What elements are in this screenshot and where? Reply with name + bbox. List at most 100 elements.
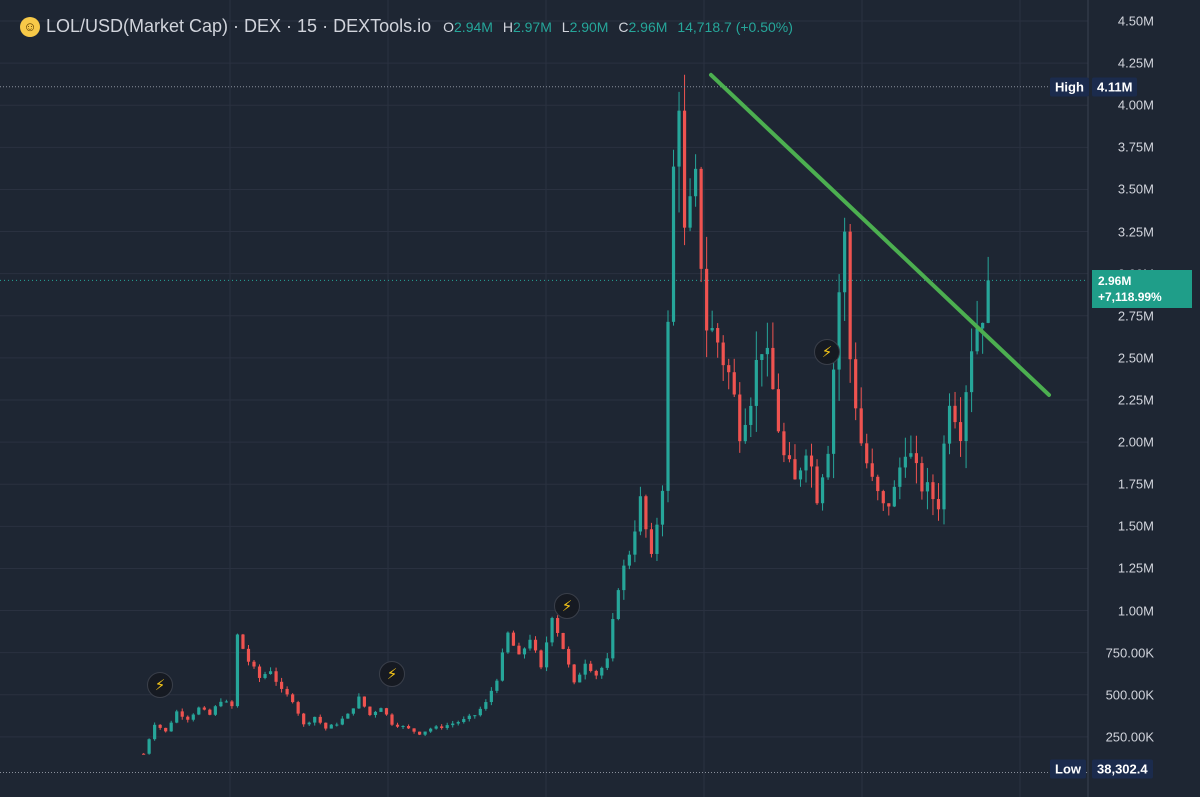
candle-body bbox=[660, 490, 665, 525]
candle-body bbox=[798, 470, 803, 480]
candle-body bbox=[578, 674, 582, 683]
candle-body bbox=[451, 723, 455, 726]
candle-body bbox=[495, 680, 499, 691]
candle-body bbox=[787, 455, 792, 460]
y-tick-label: 4.25M bbox=[1117, 55, 1154, 71]
candle-body bbox=[876, 476, 880, 492]
candle-body bbox=[313, 716, 317, 723]
candle-body bbox=[506, 632, 510, 653]
candle-body bbox=[318, 716, 322, 723]
candle-body bbox=[820, 477, 825, 504]
low-marker-value: 38,302.4 bbox=[1092, 759, 1153, 779]
candle-body bbox=[716, 328, 720, 343]
candle-body bbox=[622, 565, 626, 591]
candle-body bbox=[627, 554, 631, 566]
candle-body bbox=[158, 724, 162, 728]
candle-body bbox=[335, 724, 339, 726]
high-marker-value: 4.11M bbox=[1092, 77, 1138, 97]
candle-body bbox=[224, 701, 228, 703]
lightning-icon[interactable]: ⚡ bbox=[379, 661, 405, 687]
candle-body bbox=[782, 431, 786, 456]
candle-body bbox=[291, 694, 295, 703]
high-marker-label: High bbox=[1050, 77, 1089, 97]
candle-body bbox=[395, 724, 400, 727]
candle-body bbox=[500, 652, 504, 681]
ohlc-values: O2.94M H2.97M L2.90M C2.96M 14,718.7 (+0… bbox=[443, 19, 799, 35]
candle-body bbox=[633, 531, 637, 555]
candle-body bbox=[920, 463, 924, 492]
candle-body bbox=[285, 688, 289, 695]
candle-body bbox=[351, 708, 355, 714]
candle-body bbox=[776, 389, 780, 432]
candle-body bbox=[164, 727, 168, 732]
candle-body bbox=[694, 168, 698, 197]
candle-body bbox=[517, 645, 521, 655]
y-tick-label: 3.50M bbox=[1117, 181, 1154, 197]
lightning-icon[interactable]: ⚡ bbox=[554, 593, 580, 619]
y-tick-label: 1.25M bbox=[1117, 560, 1154, 576]
candle-body bbox=[302, 713, 306, 725]
candle-body bbox=[964, 392, 968, 442]
y-tick-label: 4.00M bbox=[1117, 97, 1154, 113]
candle-body bbox=[804, 455, 808, 471]
candle-body bbox=[329, 724, 333, 729]
candle-body bbox=[815, 466, 819, 504]
open-value: 2.94M bbox=[454, 18, 493, 35]
candle-body bbox=[418, 731, 422, 735]
chart-overlay bbox=[0, 72, 1088, 774]
candle-body bbox=[572, 664, 576, 683]
candle-body bbox=[561, 632, 565, 649]
current-price: 2.96M bbox=[1098, 274, 1132, 289]
high-value: 2.97M bbox=[512, 18, 552, 35]
candle-body bbox=[903, 456, 907, 468]
candle-body bbox=[462, 719, 466, 723]
candle-body bbox=[379, 708, 383, 712]
lightning-icon[interactable]: ⚡ bbox=[147, 672, 173, 698]
candle-body bbox=[169, 722, 173, 732]
candle-body bbox=[594, 670, 598, 676]
candle-body bbox=[362, 696, 366, 707]
candle-body bbox=[931, 482, 935, 500]
candle-body bbox=[947, 405, 952, 444]
candle-body bbox=[445, 725, 449, 728]
candle-body bbox=[467, 715, 471, 720]
current-price-tag: 2.96M +7,118.99% bbox=[1092, 270, 1192, 309]
candle-body bbox=[666, 321, 670, 491]
candle-body bbox=[429, 728, 433, 732]
candle-body bbox=[324, 722, 328, 729]
y-tick-label: 250.00K bbox=[1105, 729, 1154, 745]
candle-body bbox=[241, 634, 245, 649]
candle-body bbox=[230, 701, 234, 707]
candle-body bbox=[682, 110, 687, 228]
candle-body bbox=[809, 455, 814, 467]
candle-body bbox=[368, 706, 372, 716]
candle-body bbox=[268, 671, 273, 675]
low-key: L bbox=[561, 18, 570, 35]
candle-series bbox=[142, 74, 990, 755]
lightning-icon[interactable]: ⚡ bbox=[814, 339, 840, 365]
candle-body bbox=[749, 405, 753, 425]
candle-body bbox=[213, 706, 217, 715]
candle-body bbox=[832, 369, 836, 454]
candle-body bbox=[186, 716, 190, 720]
candle-body bbox=[296, 702, 300, 714]
candle-body bbox=[936, 499, 941, 510]
low-value: 2.90M bbox=[569, 18, 609, 35]
change-value: 14,718.7 (+0.50%) bbox=[677, 18, 793, 35]
candle-body bbox=[197, 707, 201, 715]
candle-body bbox=[870, 463, 874, 477]
candle-body bbox=[357, 696, 361, 709]
y-tick-label: 2.75M bbox=[1117, 308, 1154, 324]
candle-body bbox=[754, 359, 758, 406]
candle-body bbox=[898, 467, 902, 487]
y-tick-label: 1.75M bbox=[1117, 476, 1154, 492]
candle-body bbox=[373, 711, 378, 716]
candle-body bbox=[208, 709, 212, 715]
candle-body bbox=[942, 443, 946, 510]
candle-body bbox=[765, 347, 769, 355]
low-marker-label: Low bbox=[1050, 759, 1086, 779]
candle-body bbox=[556, 618, 560, 633]
candle-body bbox=[440, 726, 444, 728]
candle-body bbox=[246, 648, 251, 662]
